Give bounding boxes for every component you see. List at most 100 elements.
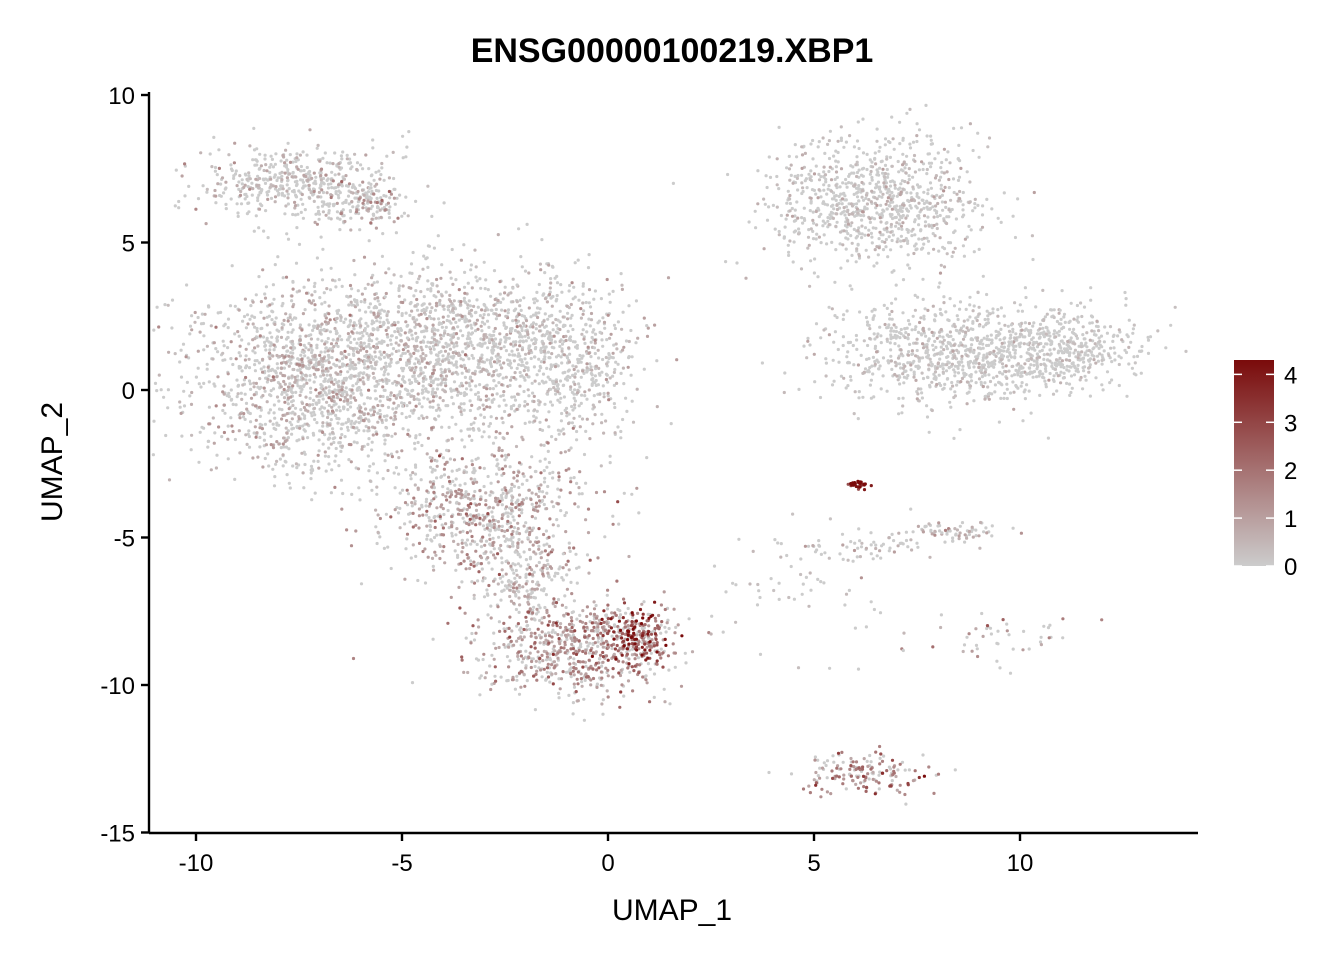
cell-point bbox=[460, 493, 464, 497]
cell-point bbox=[479, 324, 483, 328]
cell-point bbox=[385, 414, 389, 418]
cell-point bbox=[366, 429, 370, 433]
cell-point bbox=[333, 485, 337, 489]
cell-point bbox=[273, 369, 277, 373]
cell-point bbox=[573, 502, 577, 506]
cell-point bbox=[587, 651, 592, 655]
cell-point bbox=[198, 330, 202, 334]
cell-point bbox=[268, 408, 272, 412]
cell-point bbox=[282, 323, 286, 327]
cell-point bbox=[523, 334, 527, 338]
cell-point bbox=[448, 270, 452, 274]
cell-point bbox=[542, 480, 547, 484]
cell-point bbox=[304, 373, 308, 377]
cell-point bbox=[423, 308, 427, 312]
cell-point bbox=[245, 442, 249, 446]
cell-point bbox=[244, 354, 248, 358]
cell-point bbox=[478, 516, 482, 520]
cell-point bbox=[495, 458, 499, 462]
cell-point bbox=[366, 199, 370, 203]
cell-point bbox=[401, 134, 405, 138]
cell-point bbox=[429, 384, 433, 388]
cell-point bbox=[463, 353, 468, 357]
cell-point bbox=[536, 610, 540, 614]
cell-point bbox=[523, 421, 527, 425]
cell-point bbox=[440, 376, 444, 380]
cell-point bbox=[439, 337, 443, 341]
cell-point bbox=[174, 168, 178, 172]
cell-point bbox=[331, 390, 335, 394]
cell-point bbox=[601, 712, 605, 716]
cell-point bbox=[583, 390, 587, 394]
cell-point bbox=[299, 164, 303, 169]
cell-point bbox=[430, 390, 434, 394]
cell-point bbox=[432, 368, 436, 372]
cell-point bbox=[315, 346, 319, 350]
cell-point bbox=[276, 189, 280, 193]
cell-point bbox=[309, 191, 313, 195]
cell-point bbox=[470, 326, 474, 330]
cell-point bbox=[466, 556, 470, 560]
cell-point bbox=[557, 495, 561, 499]
cell-point bbox=[279, 184, 283, 188]
cell-point bbox=[317, 391, 321, 395]
cell-point bbox=[346, 338, 350, 342]
cell-point bbox=[308, 196, 312, 200]
cell-point bbox=[461, 334, 465, 338]
cell-point bbox=[383, 438, 387, 442]
cell-point bbox=[569, 675, 573, 679]
cell-point bbox=[387, 189, 391, 194]
cell-point bbox=[562, 395, 567, 399]
cell-point bbox=[490, 567, 494, 571]
cell-point bbox=[397, 472, 401, 476]
cell-point bbox=[278, 354, 282, 359]
cell-point bbox=[511, 529, 515, 534]
cell-point bbox=[341, 491, 345, 496]
cell-point bbox=[538, 499, 542, 503]
cell-point bbox=[521, 321, 526, 325]
cell-point bbox=[508, 383, 512, 388]
cell-point bbox=[342, 381, 346, 385]
cell-point bbox=[286, 178, 290, 182]
cell-point bbox=[499, 543, 503, 548]
cell-point bbox=[518, 403, 522, 407]
cell-point bbox=[483, 303, 487, 307]
cell-point bbox=[406, 349, 410, 353]
cell-point bbox=[393, 417, 398, 421]
cell-point bbox=[390, 455, 394, 459]
cell-point bbox=[189, 448, 193, 452]
cell-point bbox=[607, 356, 611, 361]
cell-point bbox=[543, 549, 548, 553]
cell-point bbox=[340, 184, 344, 188]
cell-point bbox=[326, 321, 330, 325]
cell-point bbox=[565, 378, 570, 382]
cell-point bbox=[433, 308, 438, 312]
cell-point bbox=[263, 389, 267, 393]
cell-point bbox=[518, 555, 522, 559]
cell-point bbox=[535, 373, 539, 377]
cell-point bbox=[610, 646, 614, 651]
cell-point bbox=[312, 366, 316, 370]
cell-point bbox=[528, 565, 532, 570]
cell-point bbox=[339, 478, 344, 482]
cell-point bbox=[529, 475, 533, 479]
cell-point bbox=[587, 388, 591, 392]
cell-point bbox=[539, 483, 543, 487]
cell-point bbox=[252, 229, 256, 233]
cell-point bbox=[309, 337, 313, 341]
cell-point bbox=[473, 372, 477, 376]
cell-point bbox=[300, 357, 304, 361]
cell-point bbox=[517, 485, 521, 490]
cell-point bbox=[474, 503, 479, 507]
cell-point bbox=[215, 453, 219, 457]
cell-point bbox=[157, 373, 161, 377]
cell-point bbox=[495, 392, 499, 396]
cell-point bbox=[232, 176, 236, 180]
cell-point bbox=[267, 374, 271, 378]
cell-point bbox=[578, 385, 582, 389]
cell-point bbox=[248, 411, 252, 416]
cell-point bbox=[286, 396, 290, 400]
cell-point bbox=[500, 366, 504, 370]
cell-point bbox=[412, 374, 416, 378]
cell-point bbox=[444, 357, 448, 361]
